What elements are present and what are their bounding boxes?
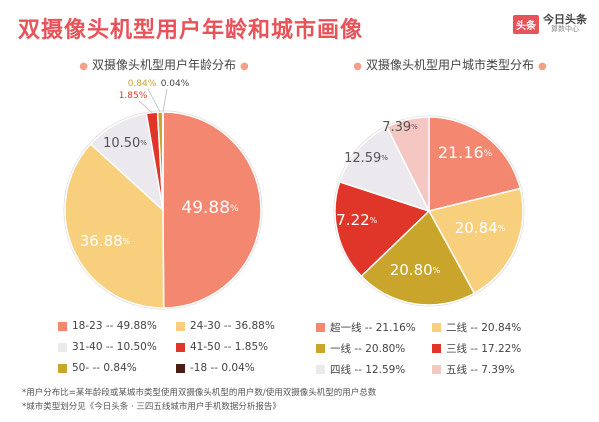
legend-label: 四线 -- 12.59% [330,364,406,376]
legend-swatch [316,365,325,374]
legend-label: 50- -- 0.84% [72,362,137,374]
slice-label: 17.22% [327,211,378,229]
legend-item: 一线 -- 20.80% [316,341,405,356]
pie-slice-city-3 [334,180,431,278]
page-title: 双摄像头机型用户年龄和城市画像 [18,18,364,43]
slice-label: 21.16% [438,143,493,162]
slice-label: 20.84% [455,219,506,237]
legend-swatch [58,363,67,373]
legend-item: 18-23 -- 49.88% [58,320,157,332]
legend-swatch [58,321,67,331]
legend-label: 一线 -- 20.80% [330,343,406,355]
logo-main-text: 今日头条 [543,13,587,26]
legend-swatch [58,342,67,352]
legend-swatch [432,323,441,332]
legend-swatch [176,363,185,373]
legend-swatch [316,323,325,332]
legend-swatch [432,344,441,353]
legend-label: 超一线 -- 21.16% [330,322,416,334]
footnote-definition: *用户分布比=某年龄段或某城市类型使用双摄像头机型的用户数/使用双摄像头机型的用… [22,388,377,398]
pie-slice-age-0 [162,111,262,309]
slice-label: 10.50% [103,136,147,151]
pie-slice-city-4 [338,125,431,213]
legend-label: 41-50 -- 1.85% [190,341,269,353]
city-chart-title-text: 双摄像头机型用户城市类型分布 [365,58,534,72]
legend-swatch [432,365,441,374]
legend-item: 24-30 -- 36.88% [176,320,275,332]
slice-label-outside: 1.85% [119,91,148,101]
leader-line [138,100,153,113]
age-chart-title-text: 双摄像头机型用户年龄分布 [91,58,236,72]
legend-label: 三线 -- 17.22% [446,343,522,355]
legend-swatch [176,342,185,352]
slice-label-outside: 0.84% [128,79,157,89]
legend-label: 二线 -- 20.84% [446,322,522,334]
pie-slice-city-1 [427,187,524,295]
legend-label: 五线 -- 7.39% [446,364,515,376]
legend-item: 超一线 -- 21.16% [316,320,416,335]
city-chart-title: ● 双摄像头机型用户城市类型分布 ● [353,58,547,72]
legend-swatch [316,344,325,353]
legend-item: -18 -- 0.04% [176,362,255,374]
slice-label: 12.59% [344,151,388,166]
legend-label: 31-40 -- 10.50% [72,341,157,353]
pie-slice-city-5 [385,116,430,212]
pie-slice-age-1 [64,142,165,309]
logo-sub-text: 算数中心 [551,25,579,33]
legend-item: 四线 -- 12.59% [316,362,405,377]
logo-badge: 头条 [513,14,539,34]
legend-item: 五线 -- 7.39% [432,362,515,377]
pie-slice-city-2 [360,209,476,306]
leader-line [147,88,161,113]
slice-label: 36.88% [80,232,131,250]
leader-line [162,88,168,113]
legend-item: 二线 -- 20.84% [432,320,521,335]
age-chart-title: ● 双摄像头机型用户年龄分布 ● [79,58,249,72]
legend-item: 41-50 -- 1.85% [176,341,268,353]
slice-label-outside: 0.04% [161,79,190,89]
slice-label: 49.88% [181,198,239,218]
legend-swatch [176,321,185,331]
footnote-source: *城市类型划分见《今日头条 · 三四五线城市用户手机数据分析报告》 [22,402,281,412]
legend-label: -18 -- 0.04% [190,362,255,374]
legend-item: 31-40 -- 10.50% [58,341,157,353]
pie-slice-city-0 [428,116,522,212]
legend-label: 18-23 -- 49.88% [72,320,157,332]
slice-label: 7.39% [382,120,418,135]
legend-item: 三线 -- 17.22% [432,341,521,356]
legend-item: 50- -- 0.84% [58,362,137,374]
legend-label: 24-30 -- 36.88% [190,320,275,332]
slice-label: 20.80% [390,261,441,279]
brand-logo: 头条 今日头条 算数中心 [513,10,587,38]
pie-outline [333,115,525,307]
